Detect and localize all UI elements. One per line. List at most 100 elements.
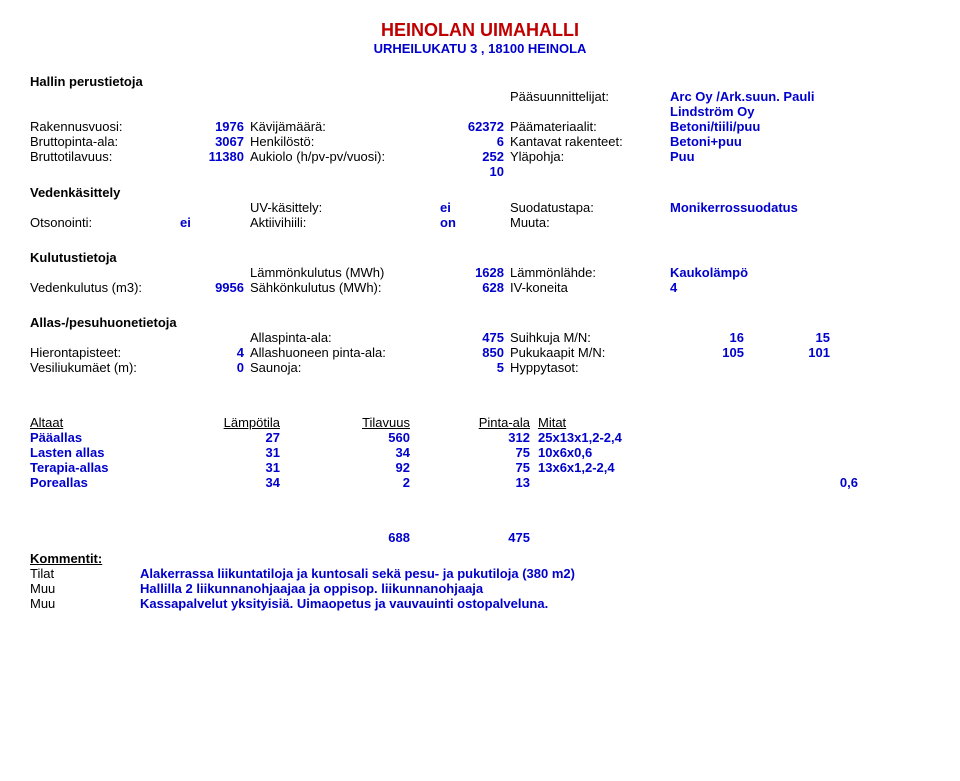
value-suodatus: Monikerrossuodatus <box>670 200 880 215</box>
pool-name: Poreallas <box>30 475 180 490</box>
label-aukiolo: Aukiolo (h/pv-pv/vuosi): <box>250 149 440 164</box>
pool-area: 13 <box>410 475 538 490</box>
pool-temp: 31 <box>180 445 280 460</box>
label-kantavat: Kantavat rakenteet: <box>510 134 670 149</box>
comment-muu1: Hallilla 2 liikunnanohjaajaa ja oppisop.… <box>140 581 930 596</box>
label-muuta: Muuta: <box>510 215 670 230</box>
section-vedenkasittely: Vedenkäsittely <box>30 185 930 200</box>
pool-dims: 13x6x1,2-2,4 <box>538 460 738 475</box>
pool-header-altaat: Altaat <box>30 415 180 430</box>
value-lammonkulutus: 1628 <box>440 265 510 280</box>
pool-extra: 0,6 <box>738 475 858 490</box>
value-suihkuja-n: 15 <box>750 330 830 345</box>
subtitle: URHEILUKATU 3 , 18100 HEINOLA <box>30 41 930 56</box>
pool-vol: 92 <box>280 460 410 475</box>
pool-area: 312 <box>410 430 538 445</box>
label-uv: UV-käsittely: <box>250 200 440 215</box>
value-allaspinta: 475 <box>440 330 510 345</box>
comment-tilat: Alakerrassa liikuntatiloja ja kuntosali … <box>140 566 930 581</box>
value-bruttopinta: 3067 <box>180 134 250 149</box>
value-aktiivihiili: on <box>440 215 510 230</box>
label-otsonointi: Otsonointi: <box>30 215 180 230</box>
value-paamateriaalit: Betoni/tiili/puu <box>670 119 880 134</box>
pool-dims: 10x6x0,6 <box>538 445 738 460</box>
pool-extra <box>738 445 858 460</box>
value-kavijamaara: 62372 <box>440 119 510 134</box>
label-suodatus: Suodatustapa: <box>510 200 670 215</box>
pool-vol: 34 <box>280 445 410 460</box>
pool-row: Pääallas2756031225x13x1,2-2,4 <box>30 430 930 445</box>
value-pukukaapit-m: 105 <box>670 345 750 360</box>
pool-area: 75 <box>410 445 538 460</box>
section-allas: Allas-/pesuhuonetietoja <box>30 315 930 330</box>
value-hieronta: 4 <box>180 345 250 360</box>
sum1: 688 <box>280 530 410 545</box>
label-allashuone: Allashuoneen pinta-ala: <box>250 345 440 360</box>
label-vedenkulutus: Vedenkulutus (m3): <box>30 280 180 295</box>
pool-extra <box>738 460 858 475</box>
label-lammonlahde: Lämmönlähde: <box>510 265 670 280</box>
label-vesiliuku: Vesiliukumäet (m): <box>30 360 180 375</box>
pool-header-mitat: Mitat <box>538 415 738 430</box>
pool-dims: 25x13x1,2-2,4 <box>538 430 738 445</box>
value-saunoja: 5 <box>440 360 510 375</box>
value-ylapohja: Puu <box>670 149 880 164</box>
label-ylapohja: Yläpohja: <box>510 149 670 164</box>
label-suihkuja: Suihkuja M/N: <box>510 330 670 345</box>
label-sahkonkulutus: Sähkönkulutus (MWh): <box>250 280 440 295</box>
pool-temp: 31 <box>180 460 280 475</box>
pool-area: 75 <box>410 460 538 475</box>
label-hieronta: Hierontapisteet: <box>30 345 180 360</box>
pool-temp: 27 <box>180 430 280 445</box>
main-title: HEINOLAN UIMAHALLI <box>30 20 930 41</box>
value-rakennusvuosi: 1976 <box>180 119 250 134</box>
label-allaspinta: Allaspinta-ala: <box>250 330 440 345</box>
value-pukukaapit-n: 101 <box>750 345 830 360</box>
value-vedenkulutus: 9956 <box>180 280 250 295</box>
label-bruttotilavuus: Bruttotilavuus: <box>30 149 180 164</box>
pool-header-lampotila: Lämpötila <box>180 415 280 430</box>
comment-tilat-label: Tilat <box>30 566 140 581</box>
pool-row: Poreallas34213 0,6 <box>30 475 930 490</box>
pool-row: Lasten allas31347510x6x0,6 <box>30 445 930 460</box>
value-lammonlahde: Kaukolämpö <box>670 265 880 280</box>
label-rakennusvuosi: Rakennusvuosi: <box>30 119 180 134</box>
value-arc: Arc Oy /Ark.suun. Pauli Lindström Oy <box>670 89 880 119</box>
value-allashuone: 850 <box>440 345 510 360</box>
value-suihkuja-m: 16 <box>670 330 750 345</box>
pool-name: Pääallas <box>30 430 180 445</box>
label-saunoja: Saunoja: <box>250 360 440 375</box>
label-aktiivihiili: Aktiivihiili: <box>250 215 440 230</box>
label-paasuunn: Pääsuunnittelijat: <box>510 89 670 119</box>
pool-temp: 34 <box>180 475 280 490</box>
value-bruttotilavuus: 11380 <box>180 149 250 164</box>
pool-header-pinta: Pinta-ala <box>410 415 538 430</box>
value-otsonointi: ei <box>180 215 250 230</box>
pool-dims <box>538 475 738 490</box>
value-uv: ei <box>440 200 510 215</box>
value-sahkonkulutus: 628 <box>440 280 510 295</box>
section-basic: Hallin perustietoja <box>30 74 930 89</box>
label-henkilosto: Henkilöstö: <box>250 134 440 149</box>
value-ivkoneita: 4 <box>670 280 880 295</box>
label-kavijamaara: Kävijämäärä: <box>250 119 440 134</box>
pool-name: Terapia-allas <box>30 460 180 475</box>
label-pukukaapit: Pukukaapit M/N: <box>510 345 670 360</box>
label-paamateriaalit: Päämateriaalit: <box>510 119 670 134</box>
sum2: 475 <box>410 530 538 545</box>
pool-vol: 560 <box>280 430 410 445</box>
value-aukiolo2: 10 <box>440 164 510 179</box>
pool-name: Lasten allas <box>30 445 180 460</box>
comment-muu2-label: Muu <box>30 596 140 611</box>
label-bruttopinta: Bruttopinta-ala: <box>30 134 180 149</box>
label-ivkoneita: IV-koneita <box>510 280 670 295</box>
comments-header: Kommentit: <box>30 551 930 566</box>
value-kantavat: Betoni+puu <box>670 134 880 149</box>
section-kulutus: Kulutustietoja <box>30 250 930 265</box>
comment-muu2: Kassapalvelut yksityisiä. Uimaopetus ja … <box>140 596 930 611</box>
value-vesiliuku: 0 <box>180 360 250 375</box>
comment-muu1-label: Muu <box>30 581 140 596</box>
value-aukiolo: 252 <box>440 149 510 164</box>
pool-header-tilavuus: Tilavuus <box>280 415 410 430</box>
pool-vol: 2 <box>280 475 410 490</box>
